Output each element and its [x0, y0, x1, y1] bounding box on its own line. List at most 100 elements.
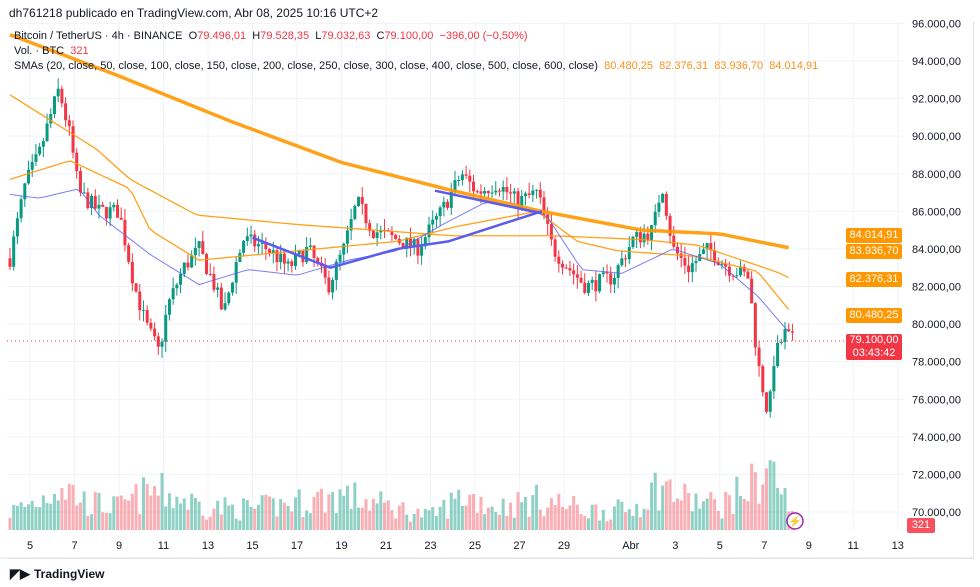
- volume-bar: [609, 519, 613, 530]
- volume-bar: [664, 481, 668, 530]
- volume-bar: [690, 511, 694, 530]
- candle-body: [453, 180, 457, 192]
- volume-bar: [494, 511, 498, 530]
- candle-body: [568, 268, 572, 271]
- tradingview-logo[interactable]: ◤▶ TradingView: [10, 566, 104, 582]
- candle-body: [420, 246, 424, 256]
- volume-bar: [579, 514, 583, 530]
- candle-body: [49, 114, 53, 124]
- candle-body: [690, 263, 694, 273]
- volume-bar: [505, 516, 509, 530]
- volume-bar: [527, 516, 531, 530]
- volume-bar: [119, 495, 123, 530]
- volume-bar: [253, 508, 257, 530]
- volume-bar: [483, 514, 487, 530]
- candle-body: [375, 232, 379, 238]
- volume-bar: [642, 508, 646, 530]
- candle-body: [119, 217, 123, 220]
- volume-tag: 321: [907, 518, 935, 533]
- volume-bar: [653, 472, 657, 530]
- volume-bar: [75, 505, 79, 530]
- candle-body: [586, 282, 590, 293]
- candle-body: [12, 236, 16, 267]
- volume-bar: [583, 515, 587, 530]
- close-value: 79.100,00: [384, 30, 434, 42]
- volume-bar: [227, 505, 231, 530]
- volume-bar: [646, 509, 650, 530]
- candle-body: [583, 282, 587, 293]
- candle-body: [664, 193, 668, 216]
- candle-body: [646, 233, 650, 240]
- volume-bar: [34, 507, 38, 530]
- volume-bar: [753, 472, 757, 530]
- candle-body: [164, 314, 168, 342]
- candle-body: [208, 273, 212, 275]
- candle-body: [405, 237, 409, 249]
- volume-bar: [394, 518, 398, 530]
- x-tick-label: 21: [380, 540, 392, 552]
- candle-body: [64, 103, 68, 121]
- x-tick-label: 5: [27, 540, 33, 552]
- volume-bar: [727, 495, 731, 530]
- candle-body: [627, 247, 631, 260]
- candle-body: [334, 261, 338, 280]
- candle-body: [650, 225, 654, 240]
- volume-bar: [675, 498, 679, 530]
- candle-body: [260, 242, 264, 245]
- candle-body: [75, 152, 79, 172]
- volume-bar: [383, 502, 387, 530]
- candle-body: [171, 288, 175, 300]
- volume-bar: [104, 512, 108, 530]
- candle-body: [472, 181, 476, 192]
- volume-bar: [275, 516, 279, 530]
- volume-label: Vol. · BTC: [14, 45, 65, 57]
- candle-body: [345, 230, 349, 244]
- candle-body: [535, 189, 539, 191]
- candle-body: [442, 201, 446, 208]
- volume-bar: [386, 500, 390, 530]
- candle-body: [360, 196, 364, 204]
- candle-body: [238, 252, 242, 263]
- candle-body: [512, 191, 516, 194]
- volume-bar: [60, 487, 64, 530]
- volume-bar: [97, 492, 101, 530]
- candle-body: [434, 216, 438, 220]
- candle-body: [416, 239, 420, 256]
- sma-line: [9, 33, 790, 250]
- volume-bar: [590, 504, 594, 530]
- candle-body: [227, 292, 231, 304]
- candle-body: [353, 206, 357, 219]
- candle-body: [720, 263, 724, 265]
- x-tick-label: 13: [202, 540, 214, 552]
- candle-body: [694, 261, 698, 264]
- candle-body: [557, 256, 561, 264]
- candle-body: [724, 263, 728, 267]
- volume-bar: [197, 501, 201, 530]
- volume-bar: [242, 498, 246, 530]
- volume-bar: [460, 505, 464, 530]
- volume-bar: [301, 516, 305, 530]
- candle-body: [653, 211, 657, 226]
- volume-bar: [123, 499, 127, 530]
- volume-bar: [672, 501, 676, 530]
- volume-bar: [327, 494, 331, 530]
- candle-body: [438, 207, 442, 217]
- volume-bar: [416, 508, 420, 530]
- volume-bar: [564, 509, 568, 530]
- candle-body: [149, 322, 153, 329]
- volume-bar: [531, 495, 535, 530]
- candle-body: [475, 191, 479, 193]
- volume-bar: [190, 493, 194, 530]
- volume-bar: [698, 508, 702, 530]
- volume-bar: [446, 518, 450, 530]
- candle-body: [60, 88, 64, 104]
- volume-bar: [182, 498, 186, 530]
- x-tick-label: Abr: [622, 540, 639, 552]
- volume-bar: [64, 499, 68, 530]
- symbol-legend: Bitcoin / TetherUS · 4h · BINANCE O79.49…: [14, 30, 528, 42]
- sma-price-tag: 82.376,31: [846, 272, 902, 287]
- candle-body: [253, 234, 257, 247]
- x-tick-label: 29: [558, 540, 570, 552]
- volume-bar: [631, 516, 635, 530]
